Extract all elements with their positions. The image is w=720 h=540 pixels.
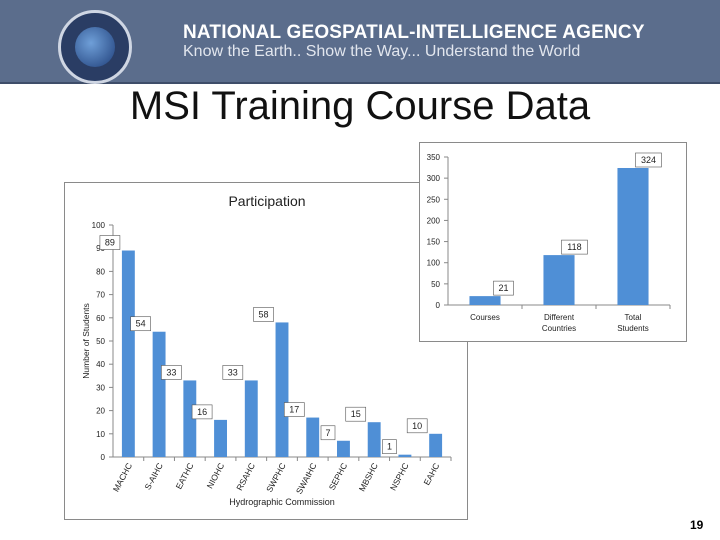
y-tick-label: 200 <box>427 216 441 225</box>
bar <box>617 167 649 305</box>
data-label-box <box>222 365 244 380</box>
data-label-box <box>161 365 182 380</box>
bar <box>469 296 501 305</box>
y-tick-label: 70 <box>96 291 105 300</box>
y-tick-label: 150 <box>427 238 441 247</box>
summary-chart: 0 50 100 150 200 250 300 350 21 Courses 118 Differe… <box>419 142 687 342</box>
bar <box>214 419 227 457</box>
agency-name: NATIONAL GEOSPATIAL-INTELLIGENCE AGENCY <box>183 22 645 43</box>
globe-icon <box>75 27 115 67</box>
bar <box>367 422 381 457</box>
x-tick-label: NSPHC <box>388 461 411 492</box>
data-label: 54 <box>136 319 146 329</box>
y-tick-label: 30 <box>96 383 105 392</box>
data-label-box <box>320 425 336 441</box>
data-label: 7 <box>325 428 330 438</box>
header-banner: NATIONAL GEOSPATIAL-INTELLIGENCE AGENCY … <box>0 0 720 84</box>
data-label-box <box>561 239 588 255</box>
y-tick-label: 100 <box>92 221 106 230</box>
participation-chart-svg: Participation010203040506070809010089MAC… <box>81 193 452 507</box>
data-label-box <box>406 418 428 434</box>
y-tick-label: 350 <box>427 153 441 162</box>
data-label: 1 <box>387 442 392 452</box>
bar <box>244 380 258 457</box>
y-axis-label: Number of Students <box>81 303 91 379</box>
participation-chart: Participation010203040506070809010089MAC… <box>64 182 468 520</box>
data-label-box <box>130 316 151 332</box>
x-tick-label: SWPHC <box>264 461 288 494</box>
x-tick-label: Different Countries <box>542 313 576 333</box>
data-label: 33 <box>166 367 176 377</box>
y-tick-label: 0 <box>436 301 441 310</box>
summary-chart-svg: 0 50 100 150 200 250 300 350 21 Courses 118 Differe… <box>427 152 671 333</box>
bar <box>429 433 443 457</box>
bar <box>398 454 412 457</box>
y-tick-label: 10 <box>96 430 105 439</box>
data-label-box <box>382 439 397 454</box>
data-label-box <box>253 307 274 322</box>
data-label: 16 <box>197 407 207 417</box>
data-label: 58 <box>259 309 269 319</box>
x-tick-label: MACHC <box>111 461 134 493</box>
data-label: 17 <box>289 405 299 415</box>
data-label: 33 <box>228 367 238 377</box>
y-tick-label: 0 <box>101 453 106 462</box>
x-tick-label: Total Students <box>617 313 649 333</box>
data-label-box <box>191 404 213 420</box>
nga-seal-icon <box>58 10 132 84</box>
data-label-box <box>493 280 514 296</box>
x-tick-label: S-AIHC <box>143 461 165 491</box>
x-tick-label: EAHC <box>421 461 441 487</box>
bar <box>183 380 197 457</box>
bar <box>337 440 350 457</box>
slide-title: MSI Training Course Data <box>129 84 591 128</box>
y-tick-label: 20 <box>96 407 105 416</box>
agency-tagline: Know the Earth.. Show the Way... Underst… <box>183 43 581 60</box>
data-label-box <box>345 406 367 422</box>
y-tick-label: 250 <box>427 195 441 204</box>
y-tick-label: 60 <box>96 314 105 323</box>
x-tick-label: Courses <box>470 313 500 322</box>
data-label-box <box>99 235 121 250</box>
data-label: 89 <box>105 238 115 248</box>
data-label: 324 <box>641 155 656 165</box>
x-tick-label: EATHC <box>174 461 196 491</box>
x-axis-label: Hydrographic Commission <box>229 497 335 507</box>
chart-title: Participation <box>228 193 305 209</box>
y-tick-label: 80 <box>96 267 105 276</box>
y-tick-label: 100 <box>427 259 441 268</box>
data-label: 10 <box>412 421 422 431</box>
bar <box>121 250 135 457</box>
y-tick-label: 50 <box>96 337 105 346</box>
data-label-box <box>283 402 305 417</box>
bar <box>152 331 166 457</box>
y-tick-label: 300 <box>427 174 441 183</box>
data-label: 21 <box>498 283 508 293</box>
x-tick-label: SWAtHC <box>294 461 319 495</box>
x-tick-label: NIOHC <box>205 461 227 490</box>
y-tick-label: 40 <box>96 360 105 369</box>
data-label: 15 <box>351 409 361 419</box>
x-tick-label: RSAHC <box>234 461 257 492</box>
data-label-box <box>635 152 662 168</box>
x-tick-label: MBSHC <box>357 461 380 493</box>
page-number: 19 <box>690 518 704 532</box>
y-tick-label: 50 <box>431 280 440 289</box>
bar <box>306 417 320 457</box>
x-tick-label: SEPHC <box>327 461 350 492</box>
data-label: 118 <box>567 242 581 252</box>
bar <box>543 255 575 305</box>
bar <box>275 322 289 457</box>
